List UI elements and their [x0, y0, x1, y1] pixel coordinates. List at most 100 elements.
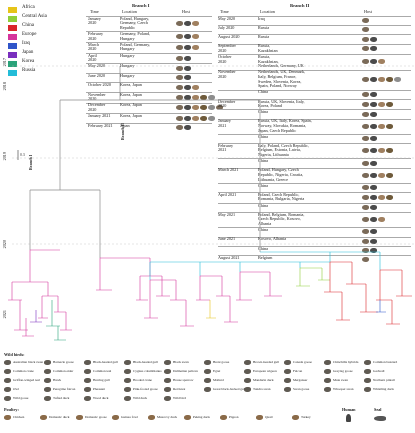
- host-bird-icon: [208, 94, 215, 100]
- row-divider: [218, 202, 411, 204]
- row-divider: [218, 54, 411, 56]
- species-name: Egret: [213, 369, 221, 373]
- row-time: August 2020: [218, 35, 240, 40]
- species-name: Guinea fowl: [121, 415, 138, 419]
- branch1-tree-label: Branch I: [28, 154, 33, 170]
- bird-icon: [164, 396, 171, 401]
- branch2-col-time: Time: [220, 9, 229, 14]
- row-divider: [218, 118, 411, 120]
- host-bird-icon: [176, 34, 183, 40]
- row-time: September 2020: [218, 44, 236, 53]
- row-time: March 2021: [218, 168, 239, 173]
- host-bird-icon: [176, 65, 183, 71]
- host-bird-icon: [362, 77, 369, 83]
- poultry-icon: [40, 415, 47, 420]
- row-location: Poland, Belgium, Romania, Czech Republic…: [258, 212, 305, 226]
- host-bird-icon: [200, 105, 207, 111]
- row-time: January 2021: [218, 119, 232, 128]
- wild-bird-item: Pink-footed goose: [124, 386, 164, 393]
- species-name: Chinchilla hybrida: [333, 360, 359, 364]
- host-bird-icon: [362, 148, 369, 154]
- species-legend: Wild birds: Australian black swan Barnacl…: [4, 352, 410, 430]
- row-time: January 2021: [88, 114, 111, 119]
- row-location: Kosovo, Albania: [258, 237, 287, 242]
- row-location: China: [258, 159, 269, 164]
- branch2-clade: [149, 251, 381, 280]
- wild-bird-item: Chinchilla hybrida: [324, 359, 364, 366]
- host-bird-icon: [184, 44, 191, 50]
- row-divider: [86, 42, 212, 43]
- host-bird-icon: [184, 65, 191, 71]
- bird-icon: [164, 360, 171, 365]
- row-divider: [86, 102, 212, 104]
- species-name: Turkey: [301, 415, 311, 419]
- row-divider: [218, 212, 411, 213]
- seal-title: Seal: [374, 407, 382, 412]
- row-divider: [218, 192, 411, 194]
- row-time: November 2020: [218, 70, 236, 79]
- row-location: China: [258, 110, 269, 115]
- row-divider: [218, 182, 411, 184]
- host-bird-icon: [378, 172, 385, 178]
- host-bird-icon: [370, 229, 377, 235]
- species-name: Gadwall: [373, 369, 385, 373]
- row-divider: [218, 236, 411, 238]
- host-bird-icon: [378, 194, 385, 200]
- host-bird-icon: [192, 84, 199, 90]
- region-label: Central Asia: [22, 14, 47, 19]
- host-bird-icon: [176, 75, 183, 81]
- bird-icon: [364, 378, 371, 383]
- poultry-icon: [184, 415, 191, 420]
- seal-icon: [374, 416, 386, 421]
- row-location: Russia, Kazakhstan, Netherlands, Germany…: [258, 55, 304, 69]
- wild-bird-item: Cygnus columbianus: [124, 368, 164, 375]
- row-location: Japan: [120, 123, 130, 128]
- poultry-icon: [220, 415, 227, 420]
- host-bird-icon: [362, 257, 369, 262]
- bird-icon: [4, 387, 11, 392]
- row-time: July 2020: [218, 26, 235, 30]
- species-name: Brown-headed gull: [253, 360, 280, 364]
- branch1-table: Branch I Time Location Host January 2020…: [86, 3, 223, 194]
- wild-bird-item: Mute swan: [324, 377, 364, 384]
- species-name: Canada goose: [293, 360, 312, 364]
- row-location: China: [258, 246, 269, 251]
- wild-bird-item: Common eider: [44, 368, 84, 375]
- host-bird-icon: [362, 238, 369, 244]
- wild-bird-item: Whooper swan: [324, 386, 364, 393]
- bird-icon: [364, 387, 371, 392]
- host-bird-icon: [362, 194, 369, 200]
- species-name: Cygnus columbianus: [133, 369, 162, 373]
- bird-icon: [124, 378, 131, 383]
- species-name: Tufted duck: [53, 396, 70, 400]
- wild-bird-item: Common buzzard: [364, 359, 404, 366]
- bird-icon: [324, 360, 331, 365]
- row-location: Russia: [258, 35, 270, 40]
- bird-icon: [124, 387, 131, 392]
- species-name: Wild bird: [173, 396, 186, 400]
- host-bird-icon: [370, 123, 377, 129]
- poultry-item: Domestic goose: [76, 414, 112, 421]
- poultry-icon: [292, 415, 299, 420]
- wild-bird-item: Falcon: [284, 368, 324, 375]
- species-name: Common eider: [53, 369, 74, 373]
- phylogenetic-tree: 0.3 Branch I Branch II: [8, 65, 415, 341]
- bird-icon: [4, 396, 11, 401]
- bird-icon: [4, 378, 11, 383]
- poultry-item: Quail: [256, 414, 292, 421]
- row-location: Germany, Poland, Hungary: [120, 32, 151, 41]
- host-bird-icon: [370, 46, 377, 52]
- bird-icon: [244, 387, 251, 392]
- wild-bird-item: Tundra swan: [244, 386, 284, 393]
- host-bird-icon: [362, 172, 369, 178]
- wild-bird-item: Dalmatian pelican: [164, 368, 204, 375]
- species-name: Owl: [13, 387, 19, 391]
- row-location: Poland, Hungary, Czech Republic, Nigeria…: [258, 168, 304, 182]
- host-bird-icon: [176, 105, 183, 111]
- row-time: January 2020: [88, 16, 102, 26]
- row-time: December 2020: [218, 99, 236, 109]
- wild-bird-item: Great black-backed gull: [204, 386, 246, 393]
- region-legend-item: Korea: [6, 59, 94, 68]
- wild-bird-item: Mandarin duck: [244, 377, 284, 384]
- row-time: May 2021: [218, 212, 236, 217]
